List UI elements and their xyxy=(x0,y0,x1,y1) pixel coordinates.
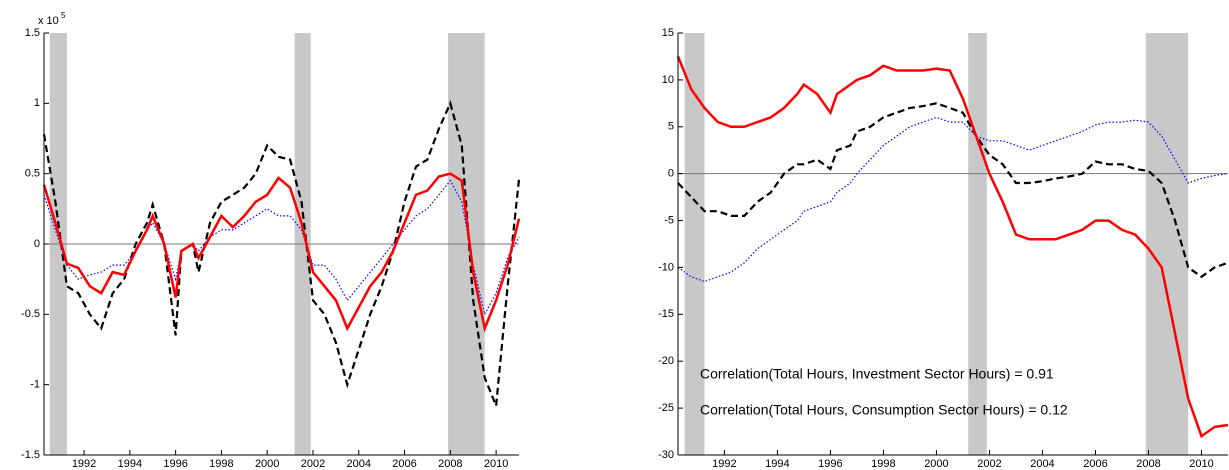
series-line xyxy=(677,102,1229,279)
series-line xyxy=(676,55,1229,439)
x-tick-label: 2008 xyxy=(438,458,462,470)
y-tick-label: -1.5 xyxy=(21,449,40,461)
x-tick-label: 1992 xyxy=(72,458,96,470)
series-line xyxy=(43,179,520,316)
x-tick-label: 1992 xyxy=(712,458,736,470)
y-tick-label: -15 xyxy=(658,308,674,320)
y-multiplier-exponent: 5 xyxy=(61,11,66,20)
x-tick-label: 2004 xyxy=(347,458,371,470)
x-tick-label: 2002 xyxy=(977,458,1001,470)
x-tick-label: 1994 xyxy=(765,458,789,470)
y-tick-label: 10 xyxy=(662,74,674,86)
x-tick-label: 1996 xyxy=(163,458,187,470)
x-tick-label: 2010 xyxy=(484,458,508,470)
x-tick-label: 2008 xyxy=(1136,458,1160,470)
annotation: Correlation(Total Hours, Consumption Sec… xyxy=(700,402,1068,418)
y-tick-label: 1.5 xyxy=(25,27,40,39)
y-tick-label: -0.5 xyxy=(21,308,40,320)
y-tick-label: -20 xyxy=(658,355,674,367)
y-tick-label: -25 xyxy=(658,402,674,414)
y-tick-label: -30 xyxy=(658,449,674,461)
y-tick-label: -10 xyxy=(658,261,674,273)
x-tick-label: 2006 xyxy=(392,458,416,470)
panel: -30 -25 -20 -15 -10 -5 0 5 10 15 1992 1994 1996 1998 2… xyxy=(658,27,1229,470)
y-tick-label: 0 xyxy=(34,238,40,250)
y-tick-label: 0 xyxy=(668,168,674,180)
x-tick-label: 2010 xyxy=(1189,458,1213,470)
x-tick-label: 2006 xyxy=(1083,458,1107,470)
panel: -1.5 -1 -0.5 0 0.5 1 1.5 1992 1994 1996 1998 2000 20… xyxy=(21,11,521,470)
series-line xyxy=(677,116,1229,283)
y-tick-label: 5 xyxy=(668,121,674,133)
series-line xyxy=(42,172,521,333)
recession-band xyxy=(968,33,987,455)
recession-band xyxy=(684,33,705,455)
x-tick-label: 1996 xyxy=(818,458,842,470)
y-tick-label: 0.5 xyxy=(25,168,40,180)
x-tick-label: 1998 xyxy=(871,458,895,470)
y-tick-label: 15 xyxy=(662,27,674,39)
y-multiplier: x 10 xyxy=(38,15,59,27)
x-tick-label: 2000 xyxy=(255,458,279,470)
y-tick-label: -5 xyxy=(664,214,674,226)
annotation: Correlation(Total Hours, Investment Sect… xyxy=(700,366,1054,382)
x-tick-label: 2002 xyxy=(301,458,325,470)
x-tick-label: 2000 xyxy=(924,458,948,470)
series-line xyxy=(42,100,521,407)
y-tick-label: -1 xyxy=(30,379,40,391)
x-tick-label: 1994 xyxy=(118,458,142,470)
x-tick-label: 1998 xyxy=(209,458,233,470)
y-tick-label: 1 xyxy=(34,97,40,109)
x-tick-label: 2004 xyxy=(1030,458,1054,470)
